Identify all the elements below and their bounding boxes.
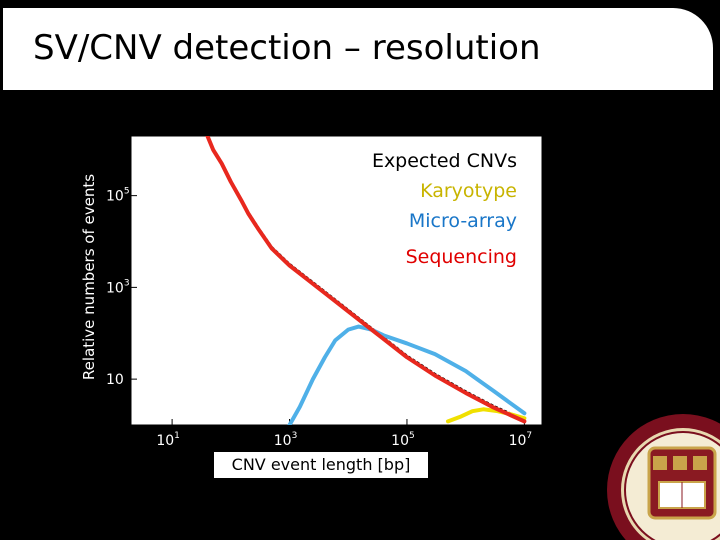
series-layer (205, 136, 527, 425)
legend-item-micro-array: Micro-array (408, 210, 517, 232)
title-bar: SV/CNV detection – resolution (3, 8, 713, 90)
legend-item-sequencing: Sequencing (405, 246, 517, 268)
series-line-micro-array (287, 324, 527, 425)
y-tick-label: 10 (106, 372, 124, 388)
x-tick-labels: 101 103 105 107 (156, 431, 532, 449)
series-line-sequencing (205, 136, 527, 424)
y-tick-label: 105 (106, 187, 130, 205)
x-axis-label: CNV event length [bp] (214, 452, 428, 478)
legend-title: Expected CNVs (371, 150, 517, 172)
x-tick-label: 105 (391, 431, 415, 449)
x-tick-label: 101 (156, 431, 180, 449)
legend: Expected CNVs Karyotype Micro-array Sequ… (372, 146, 517, 272)
y-tick-label: 103 (106, 278, 130, 296)
legend-item-karyotype: Karyotype (420, 180, 517, 202)
x-tick-label: 107 (509, 431, 533, 449)
boston-college-seal-icon (607, 414, 720, 540)
slide-title: SV/CNV detection – resolution (33, 28, 541, 68)
y-tick-labels: 10 103 105 (106, 187, 130, 388)
x-tick-label: 103 (274, 431, 298, 449)
